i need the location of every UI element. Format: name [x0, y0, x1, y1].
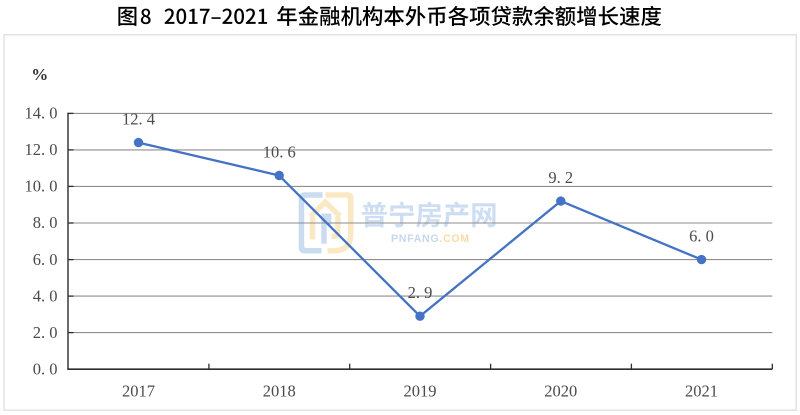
svg-text:2. 0: 2. 0	[33, 323, 58, 342]
svg-text:2018: 2018	[263, 382, 296, 401]
svg-text:14. 0: 14. 0	[25, 104, 58, 123]
svg-text:%: %	[31, 65, 48, 84]
svg-text:0. 0: 0. 0	[33, 359, 58, 378]
svg-text:2020: 2020	[544, 382, 577, 401]
svg-text:2. 9: 2. 9	[408, 283, 433, 302]
svg-text:6. 0: 6. 0	[689, 226, 714, 245]
svg-text:12. 0: 12. 0	[25, 140, 58, 159]
svg-text:8. 0: 8. 0	[33, 213, 58, 232]
svg-text:12. 4: 12. 4	[122, 109, 155, 128]
svg-text:2021: 2021	[685, 382, 718, 401]
svg-text:10. 6: 10. 6	[263, 142, 296, 161]
svg-text:4. 0: 4. 0	[33, 286, 58, 305]
svg-text:9. 2: 9. 2	[548, 168, 573, 187]
svg-text:PNFANG.COM: PNFANG.COM	[391, 233, 470, 245]
svg-text:2019: 2019	[404, 382, 437, 401]
svg-text:6. 0: 6. 0	[33, 250, 58, 269]
svg-text:2017: 2017	[122, 382, 155, 401]
svg-text:10. 0: 10. 0	[25, 177, 58, 196]
